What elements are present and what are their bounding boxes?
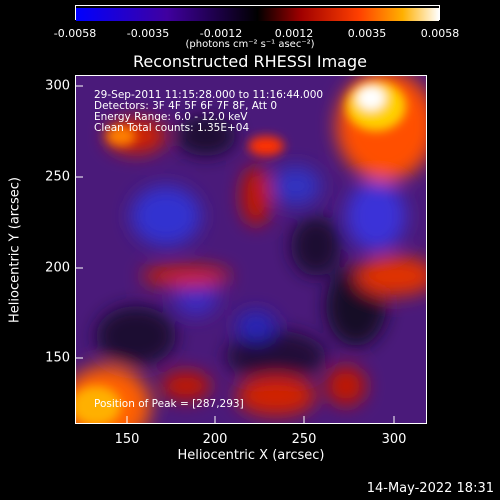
colorbar-tick: 0.0058 [420,27,460,40]
heatmap-image [76,76,426,423]
x-tick: 300 [381,432,407,447]
colorbar-tick: -0.0012 [199,27,243,40]
colorbar-tick: 0.0035 [347,27,387,40]
time-range-label: 29-Sep-2011 11:15:28.000 to 11:16:44.000 [94,89,324,101]
y-axis-label: Heliocentric Y (arcsec) [7,177,23,323]
timestamp-footer: 14-May-2022 18:31 [366,481,494,496]
detectors-label: Detectors: 3F 4F 5F 6F 7F 8F, Att 0 [94,100,278,112]
colorbar-tick: 0.0012 [274,27,314,40]
clean-counts-label: Clean Total counts: 1.35E+04 [94,122,250,134]
rhessi-image-map [75,75,427,424]
y-tick: 200 [45,260,70,276]
colorbar-unit-label: (photons cm⁻² s⁻¹ asec⁻²) [185,39,315,50]
energy-range-label: Energy Range: 6.0 - 12.0 keV [94,111,248,123]
x-tick: 150 [114,432,140,447]
colorbar-tick: -0.0058 [53,27,97,40]
x-axis-label: Heliocentric X (arcsec) [177,448,325,463]
image-title: Reconstructed RHESSI Image [133,52,367,71]
colorbar [75,5,440,21]
colorbar-gradient [76,8,439,21]
peak-position-label: Position of Peak = [287,293] [94,398,244,410]
colorbar-tick: -0.0035 [126,27,170,40]
y-tick: 150 [45,350,70,366]
y-tick: 250 [45,169,70,185]
x-tick: 250 [291,432,317,447]
y-tick: 300 [45,78,70,94]
x-tick: 200 [202,432,228,447]
